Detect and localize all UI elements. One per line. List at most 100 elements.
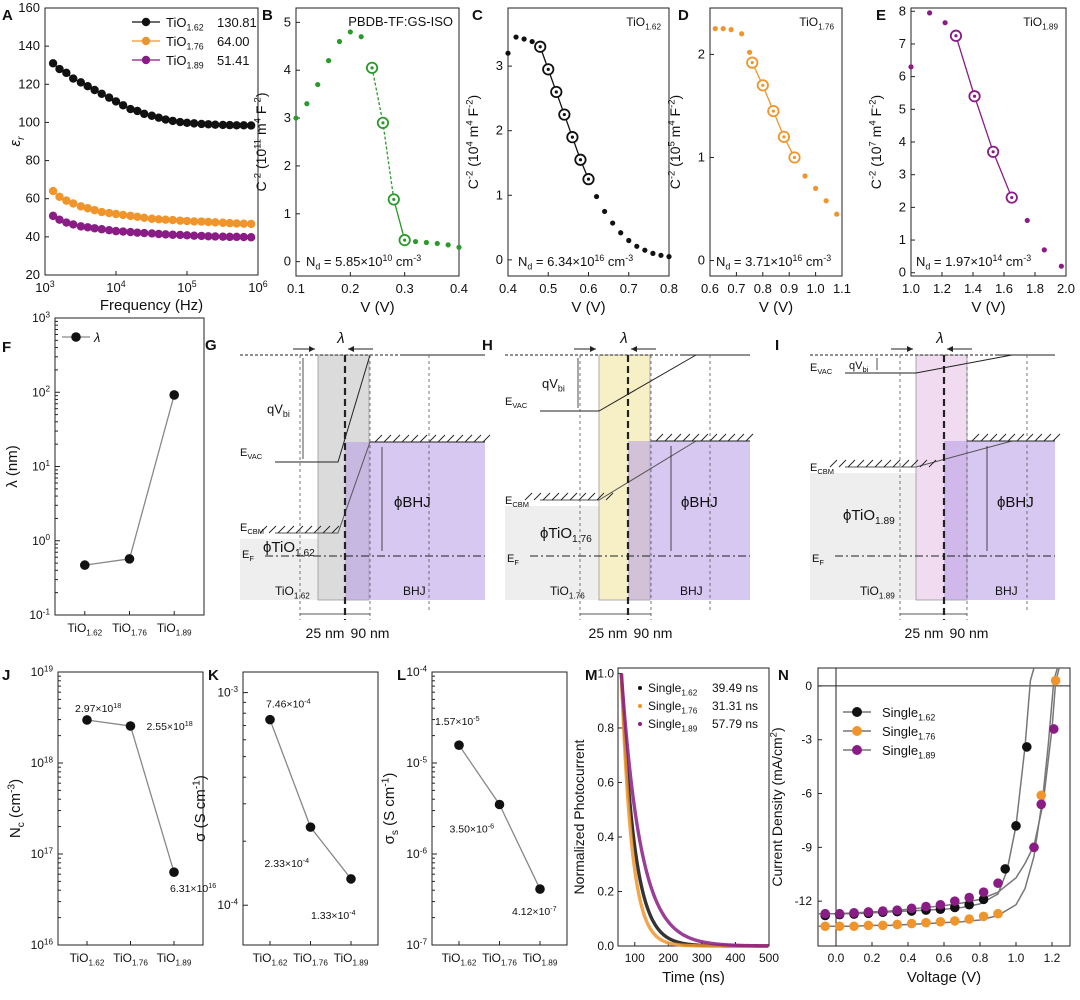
label-part: 1.62 — [294, 591, 310, 600]
label-part: 2 — [496, 123, 503, 138]
lambda-label: λ — [935, 330, 943, 347]
label-part: 2.97×10 — [75, 703, 113, 715]
hatch — [482, 434, 491, 443]
data-point — [225, 232, 234, 242]
data-point — [593, 193, 600, 200]
data-point — [204, 120, 213, 129]
data-point — [993, 908, 1003, 919]
hatch — [691, 433, 700, 442]
label-part: 6.31×10 — [170, 883, 208, 895]
y-tick-label: 5 — [899, 101, 906, 116]
phi-left-label: ϕTiO1.76 — [540, 525, 592, 545]
y-tick-label: 10-4 — [406, 664, 427, 679]
label-part: 1.76 — [132, 958, 148, 967]
data-point — [111, 226, 121, 236]
legend-value: 31.31 ns — [712, 699, 758, 713]
panel-letter-a: A — [2, 7, 13, 24]
y-tick-label: 100 — [32, 533, 50, 548]
x-tick-label: 0.4 — [900, 951, 917, 965]
label-part: 1 — [899, 232, 906, 247]
hatch — [980, 433, 989, 442]
label-part: 2 — [899, 199, 906, 214]
data-point — [48, 59, 58, 68]
hatch — [998, 433, 1007, 442]
panel-letter-h: H — [482, 337, 493, 354]
label-part: 1.1 — [833, 281, 851, 296]
hatch — [709, 433, 718, 442]
label-part: D — [678, 7, 689, 24]
y-tick-label: 0.6 — [597, 775, 614, 789]
label-part: 0 — [284, 254, 291, 269]
y-tick-label: 10-5 — [406, 755, 427, 770]
data-point — [104, 225, 114, 235]
label-part: 1.89 — [186, 61, 203, 71]
hatch — [838, 459, 847, 468]
legend-value: 64.00 — [217, 34, 250, 49]
legend-label: Single1.62 — [882, 705, 935, 723]
label-part: 10 — [406, 756, 420, 770]
label-part: 1.76 — [572, 534, 592, 545]
data-point — [712, 26, 718, 32]
hatch — [971, 433, 980, 442]
x-tick-label: 0.1 — [287, 281, 305, 296]
label-part: 1.76 — [818, 22, 834, 31]
label-part: 4.12×10 — [512, 906, 550, 918]
label-part: -4 — [303, 857, 309, 865]
data-point — [76, 222, 86, 231]
ecbm-label: ECBM — [810, 462, 834, 476]
data-point — [423, 239, 429, 246]
label-part: 1 — [698, 149, 705, 164]
legend-label: TiO1.62 — [166, 15, 204, 33]
label-part: Single — [882, 705, 918, 720]
hatch — [401, 434, 410, 443]
data-point — [658, 252, 664, 258]
label-part: 1.62 — [295, 548, 315, 559]
data-point — [82, 715, 92, 725]
data-point — [602, 208, 608, 215]
label-part: I — [775, 337, 779, 354]
hatch — [727, 433, 736, 442]
label-part: -2 — [253, 97, 264, 105]
label-part: -2 — [253, 173, 264, 181]
data-point — [720, 26, 726, 32]
label-part: ) — [769, 727, 785, 732]
panel-title: TiO1.62 — [626, 15, 661, 31]
panel-letter-g: G — [205, 337, 217, 354]
width-right-label: 90 nm — [950, 625, 989, 641]
x-axis-label: Time (ns) — [662, 969, 725, 986]
label-part: 5 — [192, 279, 197, 289]
label-part: 7 — [899, 36, 906, 51]
hatch — [578, 492, 587, 501]
data-point — [218, 232, 228, 241]
label-part: 2 — [284, 158, 291, 173]
legend-label: Single1.89 — [882, 743, 935, 761]
arrow-head — [348, 346, 354, 352]
data-point — [232, 219, 241, 228]
label-part: ϕBHJ — [681, 494, 718, 511]
label-part: -5 — [473, 715, 479, 723]
label-part: ) — [253, 92, 269, 97]
data-point — [1029, 842, 1039, 853]
label-part: λ — [935, 330, 943, 347]
label-part: 1.62 — [918, 713, 935, 723]
label-part: (cm — [7, 793, 24, 822]
label-part: 1.57×10 — [435, 716, 473, 728]
hatch — [331, 525, 340, 534]
label-part: -3 — [1023, 253, 1031, 263]
label-part: -2 — [667, 99, 678, 107]
right-material-label: BHJ — [403, 584, 426, 598]
y-tick-label: 0.0 — [597, 939, 614, 953]
label-part: = 1.97×10 — [930, 254, 992, 269]
label-part: 1.89 — [176, 958, 192, 967]
fit-point-center — [403, 238, 407, 242]
data-point — [69, 74, 78, 83]
data-point — [147, 229, 157, 238]
plot-frame — [242, 671, 379, 946]
hatch — [268, 525, 277, 534]
x-axis-label: V (V) — [971, 299, 1005, 316]
y-tick-label: 1016 — [31, 937, 54, 952]
data-point — [55, 64, 64, 74]
hatch — [829, 459, 838, 468]
